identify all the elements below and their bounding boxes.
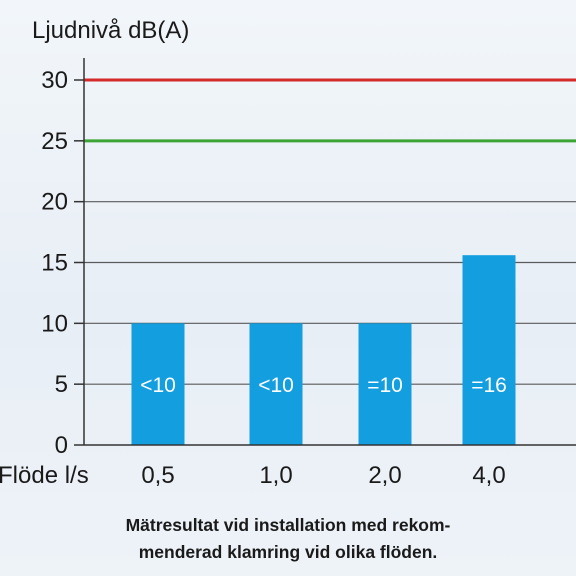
bar xyxy=(462,255,516,445)
x-tick-label: 2,0 xyxy=(368,462,401,489)
x-tick-labels: 0,5 1,0 2,0 4,0 xyxy=(141,462,505,489)
bar-label: <10 xyxy=(258,374,294,397)
bar-label: =10 xyxy=(367,374,403,397)
y-axis-label: Ljudnivå dB(A) xyxy=(32,17,189,44)
x-axis-label: Flöde l/s xyxy=(0,462,89,489)
bar xyxy=(249,323,303,445)
y-tick-label: 10 xyxy=(41,310,68,337)
reference-lines xyxy=(84,78,576,143)
y-tick-label: 20 xyxy=(41,189,68,216)
bar-label: =16 xyxy=(471,374,507,397)
bar xyxy=(131,323,185,445)
y-tick-label: 15 xyxy=(41,250,68,277)
caption-line-2: menderad klamring vid olika flöden. xyxy=(138,542,438,562)
axes xyxy=(74,58,576,446)
y-tick-label: 30 xyxy=(41,67,68,94)
bars: <10 <10 =10 =16 xyxy=(131,255,516,445)
bar-label: <10 xyxy=(140,374,176,397)
bar xyxy=(358,323,412,445)
caption: Mätresultat vid installation med rekom- … xyxy=(0,512,576,566)
y-tick-label: 25 xyxy=(41,128,68,155)
y-tick-label: 5 xyxy=(55,371,68,398)
x-tick-label: 4,0 xyxy=(472,462,505,489)
x-tick-label: 0,5 xyxy=(141,462,174,489)
y-tick-labels: 0 5 10 15 20 25 30 xyxy=(41,67,68,459)
x-tick-label: 1,0 xyxy=(259,462,292,489)
y-tick-label: 0 xyxy=(55,432,68,459)
caption-line-1: Mätresultat vid installation med rekom- xyxy=(125,515,451,535)
